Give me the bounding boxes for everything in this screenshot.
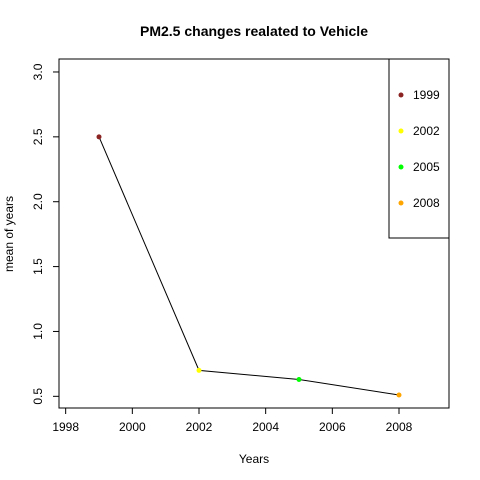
x-tick-label: 2002 [186, 420, 213, 434]
x-tick-label: 2006 [319, 420, 346, 434]
x-axis: 1998 2000 2002 2004 2006 2008 [52, 408, 412, 434]
x-axis-label: Years [239, 452, 269, 466]
y-tick-label: 1.5 [31, 258, 45, 275]
series-line [97, 134, 402, 397]
x-tick-label: 2008 [386, 420, 413, 434]
legend-marker [399, 93, 404, 98]
data-point [97, 134, 102, 139]
legend-label: 2005 [413, 160, 440, 174]
y-tick-label: 2.0 [31, 193, 45, 210]
data-point [197, 368, 202, 373]
legend-label: 1999 [413, 88, 440, 102]
legend-label: 2002 [413, 124, 440, 138]
x-tick-label: 2004 [252, 420, 279, 434]
series-polyline [99, 137, 399, 395]
legend-label: 2008 [413, 196, 440, 210]
legend-marker [399, 165, 404, 170]
data-point [397, 393, 402, 398]
legend-box [389, 59, 449, 238]
legend-marker [399, 129, 404, 134]
legend: 1999 2002 2005 2008 [389, 59, 449, 238]
legend-marker [399, 201, 404, 206]
y-tick-label: 3.0 [31, 63, 45, 80]
y-tick-label: 1.0 [31, 323, 45, 340]
x-tick-label: 2000 [119, 420, 146, 434]
y-axis: 0.5 1.0 1.5 2.0 2.5 3.0 [31, 63, 59, 404]
y-axis-label: mean of years [2, 196, 16, 272]
data-point [297, 377, 302, 382]
x-tick-label: 1998 [52, 420, 79, 434]
y-tick-label: 0.5 [31, 388, 45, 405]
chart-title: PM2.5 changes realated to Vehicle [140, 23, 368, 39]
y-tick-label: 2.5 [31, 128, 45, 145]
